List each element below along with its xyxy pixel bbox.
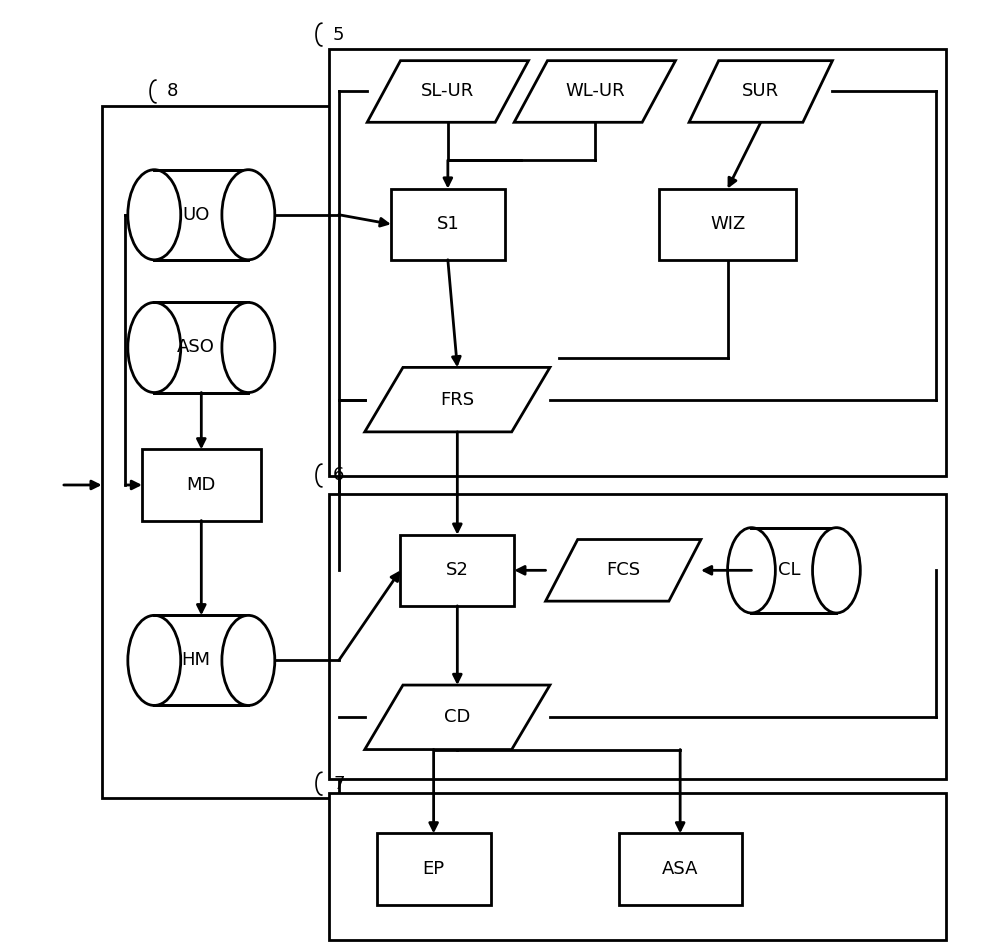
Polygon shape	[365, 685, 550, 749]
Text: HM: HM	[182, 651, 211, 670]
Polygon shape	[367, 61, 528, 123]
Ellipse shape	[128, 302, 181, 393]
Polygon shape	[514, 61, 675, 123]
Text: WIZ: WIZ	[710, 215, 745, 233]
Text: MD: MD	[187, 476, 216, 494]
Ellipse shape	[128, 615, 181, 706]
Ellipse shape	[222, 302, 275, 393]
Bar	[619, 833, 742, 904]
Ellipse shape	[813, 528, 860, 613]
Bar	[377, 833, 491, 904]
Polygon shape	[154, 302, 248, 393]
Ellipse shape	[728, 528, 775, 613]
Ellipse shape	[222, 169, 275, 260]
Text: CL: CL	[778, 561, 800, 579]
Bar	[400, 534, 514, 606]
Polygon shape	[365, 367, 550, 432]
Text: S1: S1	[436, 215, 459, 233]
Text: SL-UR: SL-UR	[421, 83, 474, 101]
Bar	[391, 188, 505, 260]
Text: ASA: ASA	[662, 860, 698, 878]
Polygon shape	[751, 528, 836, 613]
Polygon shape	[154, 615, 248, 706]
Bar	[329, 495, 946, 779]
Bar	[102, 106, 339, 798]
Polygon shape	[154, 169, 248, 260]
Bar	[659, 188, 796, 260]
Text: WL-UR: WL-UR	[565, 83, 625, 101]
Text: CD: CD	[444, 708, 471, 727]
Text: 6: 6	[333, 467, 344, 484]
Text: FCS: FCS	[606, 561, 640, 579]
Text: ASO: ASO	[177, 339, 215, 357]
Text: 7: 7	[333, 775, 345, 793]
Bar	[329, 793, 946, 941]
Polygon shape	[689, 61, 832, 123]
Text: FRS: FRS	[440, 391, 474, 409]
Text: 5: 5	[333, 26, 345, 44]
Polygon shape	[546, 539, 701, 601]
Text: S2: S2	[446, 561, 469, 579]
Text: 8: 8	[167, 83, 179, 101]
Ellipse shape	[222, 615, 275, 706]
Bar	[329, 49, 946, 476]
Text: UO: UO	[182, 205, 210, 223]
Text: EP: EP	[423, 860, 445, 878]
Text: SUR: SUR	[742, 83, 779, 101]
Bar	[142, 450, 261, 520]
Ellipse shape	[128, 169, 181, 260]
